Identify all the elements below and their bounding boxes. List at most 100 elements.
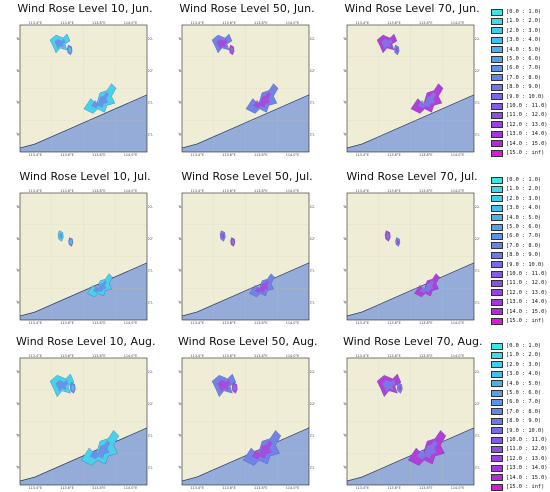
legend-label: [13.0 : 14.0) — [506, 299, 548, 306]
y-tick-label: 22°N — [475, 402, 480, 406]
map-plot: 113.4°E 113.4°E 113.6°E 113.6°E 113.8°E 113.8… — [16, 354, 153, 490]
legend-swatch — [491, 8, 503, 16]
y-tick-label: 22.2°N — [16, 370, 20, 374]
legend-label: [1.0 : 2.0) — [506, 18, 542, 25]
panel-title: Wind Rose Level 50, Jun. — [179, 2, 315, 15]
legend-swatch — [491, 408, 503, 416]
map-frame — [181, 24, 310, 153]
map-plot: 113.4°E 113.4°E 113.6°E 113.6°E 113.8°E 113.8… — [16, 21, 153, 157]
y-tick-label: 21.8°N — [148, 269, 153, 273]
wind-rose-core — [382, 379, 396, 392]
legend-entry: [2.0 : 3.0) — [491, 26, 541, 36]
x-tick-label: 113.8°E — [254, 354, 268, 358]
x-tick-label: 114.0°E — [451, 21, 465, 25]
x-tick-label: 113.8°E — [92, 189, 106, 193]
legend-entry: [12.0 : 13.0) — [491, 120, 547, 130]
y-tick-label: 21.6°N — [148, 465, 153, 469]
map-plot: 113.4°E 113.4°E 113.6°E 113.6°E 113.8°E 113.8… — [178, 189, 315, 325]
legend-entry: [15.0 : inf) — [491, 148, 544, 158]
speed-legend: [0.0 : 1.0) [1.0 : 2.0) [2.0 : 3.0) [3.0 : … — [491, 341, 550, 491]
y-tick-label: 22.2°N — [343, 37, 347, 41]
wind-rose-core — [54, 38, 66, 49]
y-tick-label: 21.8°N — [343, 269, 347, 273]
y-tick-label: 22°N — [148, 237, 153, 241]
x-tick-label: 114.0°E — [451, 354, 465, 358]
y-tick-label: 22.2°N — [148, 370, 153, 374]
map-plot: 113.4°E 113.4°E 113.6°E 113.6°E 113.8°E 113.8… — [343, 21, 480, 157]
wind-rose-core — [398, 385, 402, 391]
x-tick-label: 113.8°E — [419, 153, 433, 157]
legend-label: [11.0 : 12.0) — [506, 112, 548, 119]
y-tick-label: 21.8°N — [475, 434, 480, 438]
x-tick-label: 113.4°E — [190, 354, 204, 358]
legend-swatch — [491, 223, 503, 231]
y-tick-label: 21.8°N — [16, 269, 20, 273]
rose-panel: Wind Rose Level 70, Jul. 113.4°E 113.4°E 11… — [343, 168, 481, 326]
x-tick-label: 114.0°E — [124, 21, 138, 25]
wind-rose-core — [230, 47, 234, 53]
legend-entry: [9.0 : 10.0) — [491, 92, 544, 102]
legend-label: [11.0 : 12.0) — [506, 446, 548, 453]
y-tick-label: 21.8°N — [148, 434, 153, 438]
y-tick-label: 22°N — [475, 237, 480, 241]
y-tick-label: 21.8°N — [16, 434, 20, 438]
legend-swatch — [491, 289, 503, 297]
y-tick-label: 22°N — [343, 69, 347, 73]
legend-entry: [14.0 : 15.0) — [491, 473, 547, 483]
x-tick-label: 113.8°E — [92, 321, 106, 325]
x-tick-label: 113.8°E — [92, 153, 106, 157]
legend-swatch — [491, 445, 503, 453]
map-plot: 113.4°E 113.4°E 113.6°E 113.6°E 113.8°E 113.8… — [16, 189, 153, 325]
legend-label: [4.0 : 5.0) — [506, 380, 542, 387]
legend-swatch — [491, 298, 503, 306]
y-tick-label: 21.6°N — [475, 465, 480, 469]
legend-swatch — [491, 83, 503, 91]
legend-entry: [8.0 : 9.0) — [491, 416, 541, 426]
y-tick-label: 21.6°N — [16, 300, 20, 304]
x-tick-label: 114.0°E — [451, 321, 465, 325]
legend-entry: [2.0 : 3.0) — [491, 360, 541, 370]
legend-entry: [0.0 : 1.0) — [491, 7, 541, 17]
wind-rose-core — [59, 233, 63, 239]
legend-swatch — [491, 149, 503, 157]
legend-swatch — [491, 351, 503, 359]
legend-swatch — [491, 342, 503, 350]
x-tick-label: 113.4°E — [190, 153, 204, 157]
rose-panel: Wind Rose Level 10, Jul. 113.4°E 113.4°E 11… — [16, 168, 154, 326]
legend-swatch — [491, 417, 503, 425]
legend-entry: [15.0 : inf) — [491, 482, 544, 492]
legend-label: [7.0 : 8.0) — [506, 74, 542, 81]
y-tick-label: 21.8°N — [178, 434, 182, 438]
wind-rose-core — [396, 239, 400, 245]
x-tick-label: 113.8°E — [254, 21, 268, 25]
legend-swatch — [491, 398, 503, 406]
legend-swatch — [491, 389, 503, 397]
legend-label: [14.0 : 15.0) — [506, 140, 548, 147]
legend-entry: [14.0 : 15.0) — [491, 139, 547, 149]
legend-label: [8.0 : 9.0) — [506, 84, 542, 91]
x-tick-label: 113.4°E — [190, 21, 204, 25]
y-tick-label: 21.8°N — [148, 101, 153, 105]
x-tick-label: 113.4°E — [28, 354, 42, 358]
legend-swatch — [491, 251, 503, 259]
rose-panel: Wind Rose Level 70, Aug. 113.4°E 113.4°E 11… — [343, 333, 483, 491]
legend-swatch — [491, 111, 503, 119]
y-tick-label: 22.2°N — [310, 370, 315, 374]
x-tick-label: 113.6°E — [222, 354, 236, 358]
y-tick-label: 21.6°N — [178, 132, 182, 136]
y-tick-label: 22.2°N — [178, 370, 182, 374]
legend-entry: [7.0 : 8.0) — [491, 407, 541, 417]
legend-label: [5.0 : 6.0) — [506, 224, 542, 230]
x-tick-label: 114.0°E — [124, 153, 138, 157]
x-tick-label: 113.6°E — [387, 21, 401, 25]
wind-rose-core — [89, 440, 111, 460]
x-tick-label: 113.4°E — [28, 21, 42, 25]
y-tick-label: 21.8°N — [343, 101, 347, 105]
x-tick-label: 113.6°E — [60, 153, 74, 157]
wind-rose-core — [93, 280, 107, 293]
x-tick-label: 114.0°E — [124, 486, 138, 490]
y-tick-label: 22.2°N — [343, 205, 347, 209]
map-frame — [19, 192, 148, 321]
legend-swatch — [491, 380, 503, 388]
map-frame — [346, 357, 475, 486]
